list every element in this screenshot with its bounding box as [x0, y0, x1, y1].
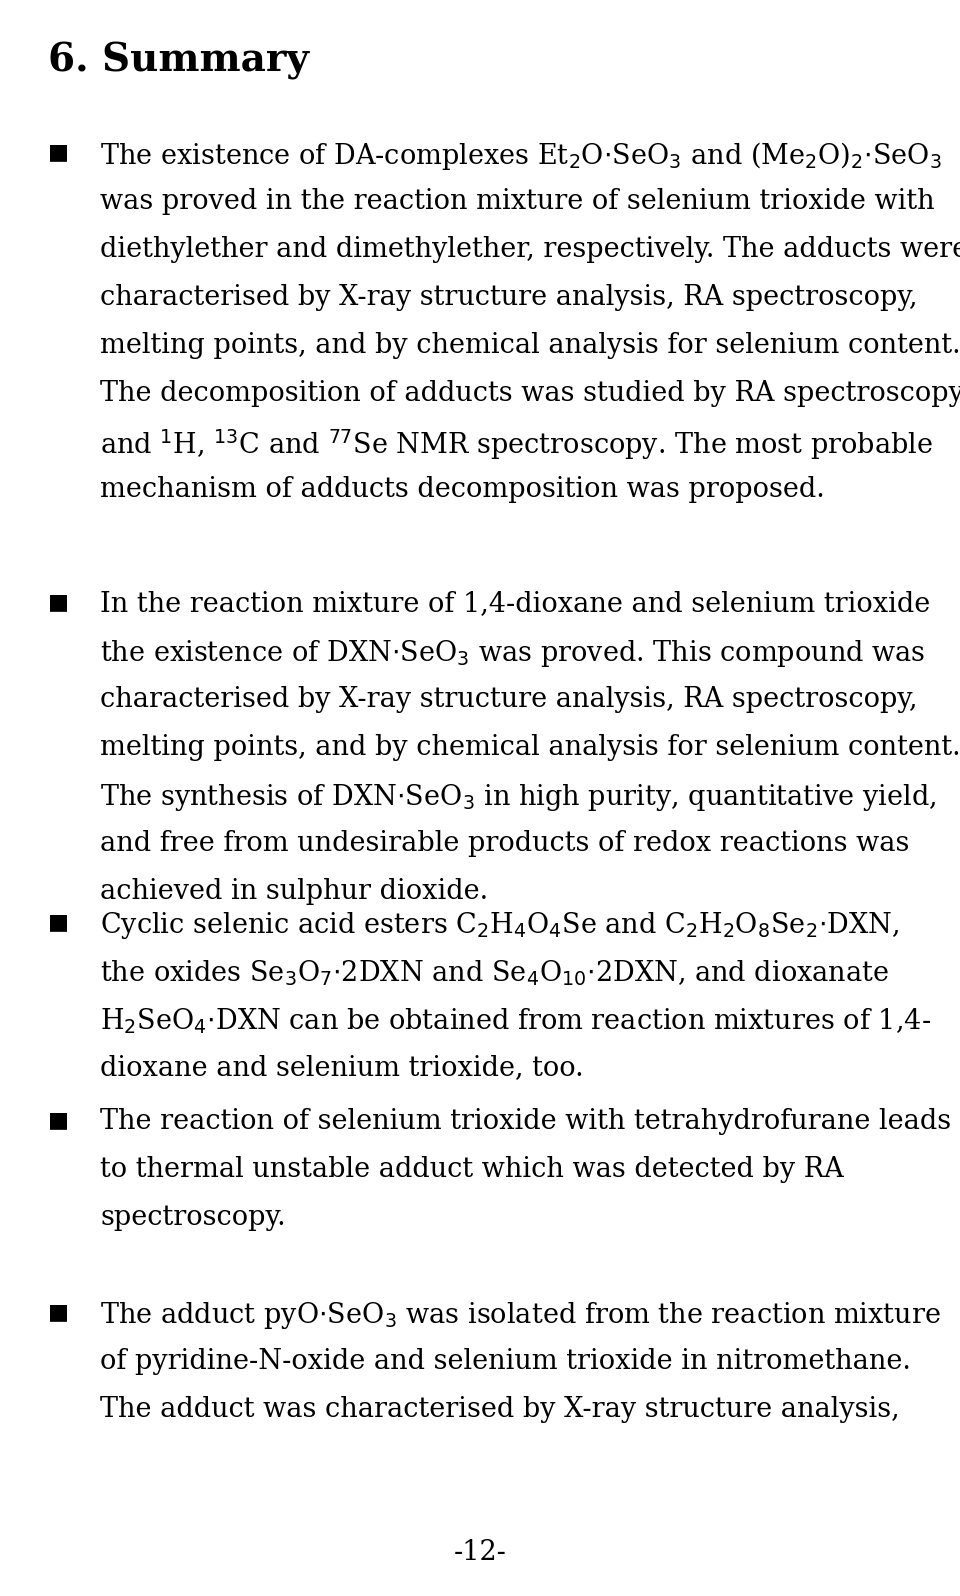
Text: The adduct pyO$\cdot$SeO$_3$ was isolated from the reaction mixture: The adduct pyO$\cdot$SeO$_3$ was isolate… [100, 1301, 941, 1331]
Text: ■: ■ [48, 591, 69, 613]
Text: The adduct was characterised by X-ray structure analysis,: The adduct was characterised by X-ray st… [100, 1396, 900, 1424]
Text: the existence of DXN$\cdot$SeO$_3$ was proved. This compound was: the existence of DXN$\cdot$SeO$_3$ was p… [100, 638, 925, 669]
Text: ■: ■ [48, 140, 69, 163]
Text: achieved in sulphur dioxide.: achieved in sulphur dioxide. [100, 878, 488, 905]
Text: of pyridine-N-oxide and selenium trioxide in nitromethane.: of pyridine-N-oxide and selenium trioxid… [100, 1349, 911, 1376]
Text: diethylether and dimethylether, respectively. The adducts were: diethylether and dimethylether, respecti… [100, 236, 960, 263]
Text: and free from undesirable products of redox reactions was: and free from undesirable products of re… [100, 830, 909, 857]
Text: was proved in the reaction mixture of selenium trioxide with: was proved in the reaction mixture of se… [100, 188, 935, 215]
Text: The reaction of selenium trioxide with tetrahydrofurane leads: The reaction of selenium trioxide with t… [100, 1108, 951, 1135]
Text: characterised by X-ray structure analysis, RA spectroscopy,: characterised by X-ray structure analysi… [100, 686, 918, 713]
Text: mechanism of adducts decomposition was proposed.: mechanism of adducts decomposition was p… [100, 476, 825, 503]
Text: to thermal unstable adduct which was detected by RA: to thermal unstable adduct which was det… [100, 1156, 844, 1183]
Text: spectroscopy.: spectroscopy. [100, 1203, 286, 1231]
Text: The decomposition of adducts was studied by RA spectroscopy,: The decomposition of adducts was studied… [100, 380, 960, 407]
Text: ■: ■ [48, 1301, 69, 1323]
Text: Cyclic selenic acid esters C$_2$H$_4$O$_4$Se and C$_2$H$_2$O$_8$Se$_2$$\cdot$DXN: Cyclic selenic acid esters C$_2$H$_4$O$_… [100, 910, 900, 942]
Text: melting points, and by chemical analysis for selenium content.: melting points, and by chemical analysis… [100, 734, 960, 761]
Text: The existence of DA-complexes Et$_2$O$\cdot$SeO$_3$ and (Me$_2$O)$_2$$\cdot$SeO$: The existence of DA-complexes Et$_2$O$\c… [100, 140, 942, 172]
Text: H$_2$SeO$_4$$\cdot$DXN can be obtained from reaction mixtures of 1,4-: H$_2$SeO$_4$$\cdot$DXN can be obtained f… [100, 1005, 931, 1036]
Text: In the reaction mixture of 1,4-dioxane and selenium trioxide: In the reaction mixture of 1,4-dioxane a… [100, 591, 930, 618]
Text: melting points, and by chemical analysis for selenium content.: melting points, and by chemical analysis… [100, 332, 960, 359]
Text: the oxides Se$_3$O$_7$$\cdot$2DXN and Se$_4$O$_{10}$$\cdot$2DXN, and dioxanate: the oxides Se$_3$O$_7$$\cdot$2DXN and Se… [100, 958, 889, 988]
Text: ■: ■ [48, 911, 69, 934]
Text: dioxane and selenium trioxide, too.: dioxane and selenium trioxide, too. [100, 1053, 584, 1080]
Text: characterised by X-ray structure analysis, RA spectroscopy,: characterised by X-ray structure analysi… [100, 284, 918, 311]
Text: 6. Summary: 6. Summary [48, 41, 309, 80]
Text: The synthesis of DXN$\cdot$SeO$_3$ in high purity, quantitative yield,: The synthesis of DXN$\cdot$SeO$_3$ in hi… [100, 782, 936, 812]
Text: ■: ■ [48, 1109, 69, 1132]
Text: -12-: -12- [453, 1539, 507, 1566]
Text: and $^1$H, $^{13}$C and $^{77}$Se NMR spectroscopy. The most probable: and $^1$H, $^{13}$C and $^{77}$Se NMR sp… [100, 428, 933, 463]
